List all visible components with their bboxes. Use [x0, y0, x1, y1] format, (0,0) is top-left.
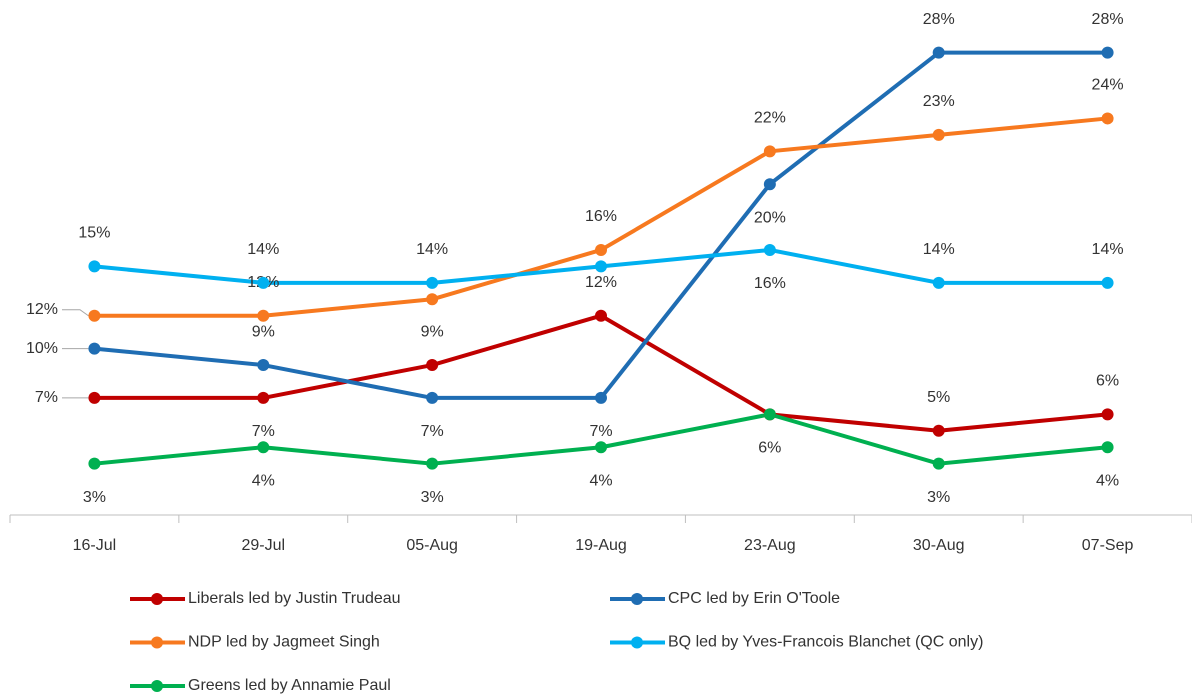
series-point	[1101, 441, 1114, 454]
x-tick-label: 05-Aug	[406, 537, 458, 554]
data-label: 16%	[754, 275, 786, 292]
series-point	[932, 46, 945, 59]
data-label: 6%	[758, 440, 781, 457]
legend-marker	[151, 593, 163, 605]
legend-marker	[631, 636, 643, 649]
series-point	[426, 293, 439, 306]
series-point	[88, 391, 101, 404]
series-point	[1101, 46, 1114, 59]
legend-label: CPC led by Erin O'Toole	[668, 590, 840, 607]
legend-marker	[151, 636, 163, 649]
x-tick-label: 19-Aug	[575, 537, 627, 554]
series-point	[1101, 408, 1114, 421]
x-tick-label: 23-Aug	[744, 537, 796, 554]
x-tick-label: 07-Sep	[1082, 537, 1134, 554]
series-line	[94, 50, 1108, 400]
series-point	[426, 359, 439, 372]
series-point	[763, 408, 776, 421]
data-label: 14%	[247, 241, 279, 258]
data-label: 28%	[923, 11, 955, 28]
data-label: 16%	[585, 208, 617, 225]
series-point	[595, 243, 607, 256]
data-label: 7%	[252, 423, 275, 440]
legend-marker	[151, 680, 163, 692]
series-point	[763, 178, 776, 191]
legend-label: Greens led by Annamie Paul	[188, 677, 391, 694]
leader-line	[62, 309, 89, 317]
data-label: 7%	[421, 423, 444, 440]
data-label: 7%	[35, 389, 58, 406]
data-label: 9%	[252, 323, 275, 340]
data-label: 22%	[754, 110, 786, 127]
series-point	[763, 243, 776, 256]
data-label: 12%	[26, 301, 58, 318]
series-point	[932, 424, 945, 437]
series-point	[426, 276, 439, 289]
series-point	[1101, 112, 1114, 125]
x-tick-label: 16-Jul	[73, 537, 117, 554]
data-label: 3%	[421, 489, 444, 506]
data-label: 23%	[923, 93, 955, 110]
series-point	[932, 128, 945, 141]
data-label: 10%	[26, 340, 58, 357]
series-point	[595, 260, 607, 273]
x-tick-label: 30-Aug	[913, 537, 965, 554]
series-point	[932, 457, 945, 470]
data-label: 3%	[927, 489, 950, 506]
series-point	[257, 276, 270, 289]
series-point	[426, 391, 439, 404]
x-tick-label: 29-Jul	[241, 537, 285, 554]
series-point	[257, 359, 270, 372]
data-label: 3%	[83, 489, 106, 506]
series-point	[88, 457, 101, 470]
data-label: 5%	[927, 389, 950, 406]
series-line	[94, 313, 1108, 433]
series-point	[88, 309, 101, 322]
legend-label: NDP led by Jagmeet Singh	[188, 634, 380, 651]
data-label: 12%	[585, 274, 617, 291]
legend-marker	[631, 593, 643, 605]
series-point	[763, 145, 776, 158]
series-point	[257, 391, 270, 404]
data-label: 14%	[923, 241, 955, 258]
data-label: 7%	[589, 423, 612, 440]
series-point	[88, 342, 101, 355]
series-point	[88, 260, 101, 273]
data-label: 28%	[1092, 11, 1124, 28]
legend-label: BQ led by Yves-Francois Blanchet (QC onl…	[668, 634, 983, 651]
data-label: 6%	[1096, 373, 1119, 390]
series-point	[932, 276, 945, 289]
series-point	[257, 441, 270, 454]
series-point	[257, 309, 270, 322]
data-label: 24%	[1092, 77, 1124, 94]
data-label: 4%	[1096, 472, 1119, 489]
data-label: 4%	[252, 472, 275, 489]
data-label: 20%	[754, 209, 786, 226]
series-point	[1101, 276, 1114, 289]
series-point	[595, 391, 607, 404]
legend-label: Liberals led by Justin Trudeau	[188, 590, 401, 607]
series-point	[426, 457, 439, 470]
data-label: 15%	[78, 225, 110, 242]
data-label: 9%	[421, 323, 444, 340]
data-label: 4%	[589, 472, 612, 489]
data-label: 14%	[1092, 241, 1124, 258]
data-label: 14%	[416, 241, 448, 258]
series-point	[595, 441, 607, 454]
series-point	[595, 309, 607, 322]
